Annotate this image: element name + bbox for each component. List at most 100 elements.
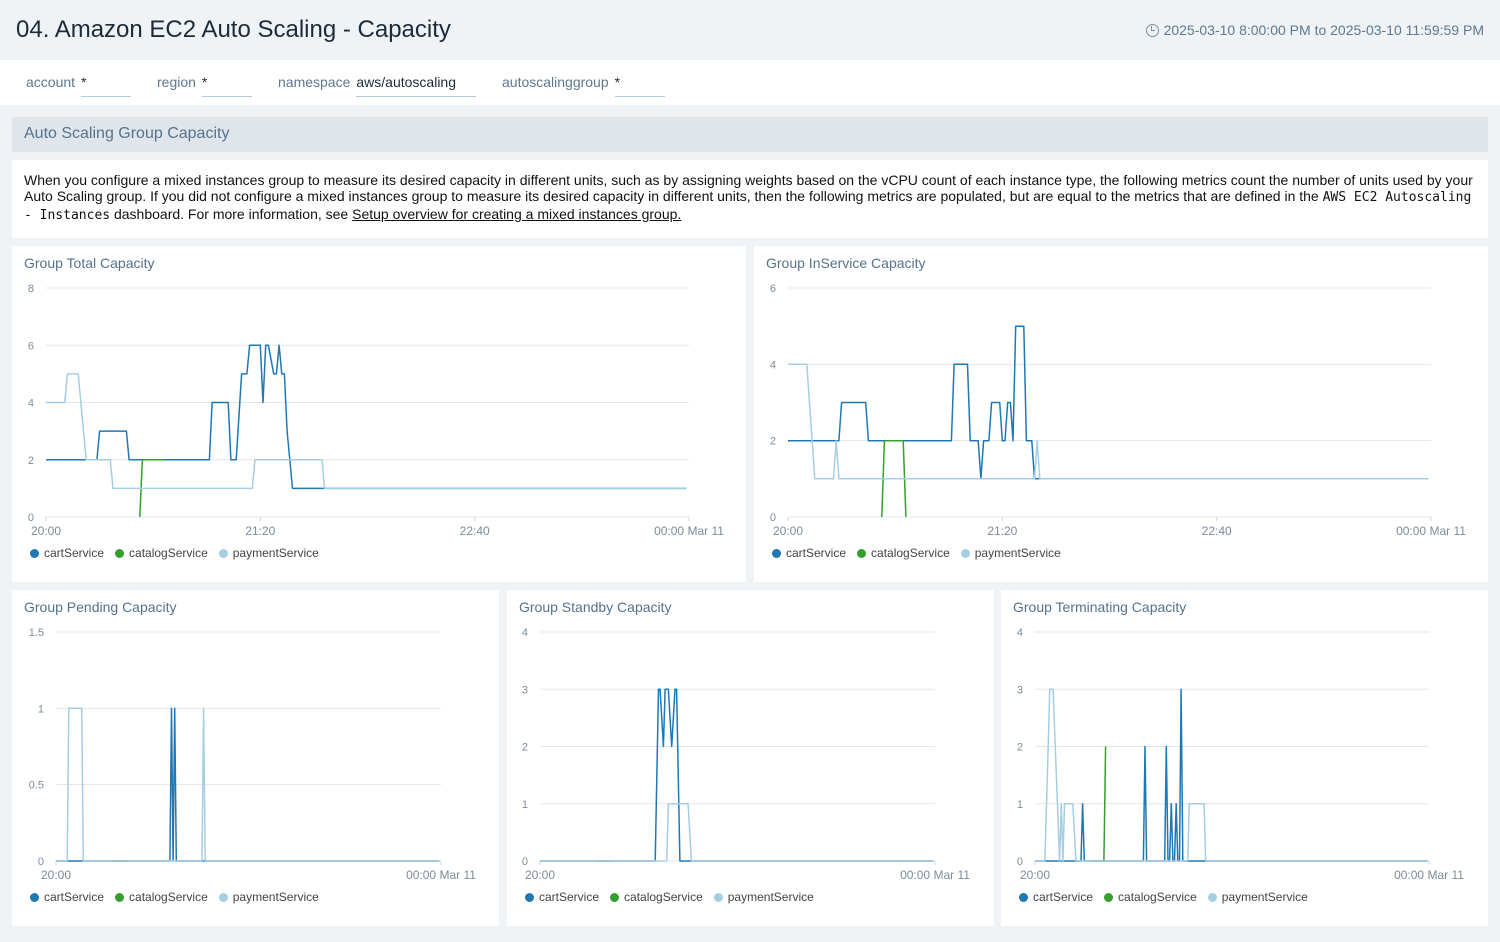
namespace-input[interactable]: aws/autoscaling: [356, 74, 477, 97]
series-line-paymentService[interactable]: [788, 363, 1429, 480]
y-tick-label: 1: [522, 799, 528, 811]
legend-item-catalogService[interactable]: catalogService: [115, 546, 208, 560]
y-tick-label: 4: [28, 398, 34, 410]
filter-label: namespace: [278, 74, 351, 90]
x-tick-label: 20:00: [525, 868, 555, 882]
legend-item-paymentService[interactable]: paymentService: [713, 890, 814, 904]
series-line-paymentService[interactable]: [46, 373, 687, 490]
region-input[interactable]: *: [201, 74, 252, 97]
section-header[interactable]: Auto Scaling Group Capacity: [12, 117, 1488, 152]
series-line-cartService[interactable]: [1035, 688, 1428, 862]
account-input[interactable]: *: [81, 74, 132, 97]
y-tick-label: 6: [28, 340, 34, 352]
legend-label: catalogService: [129, 546, 208, 560]
chart-legend: cartService catalogService paymentService: [525, 890, 814, 904]
legend-label: cartService: [1033, 890, 1094, 904]
legend-label: catalogService: [1118, 890, 1197, 904]
filter-region[interactable]: region *: [157, 74, 252, 97]
y-tick-label: 2: [770, 436, 776, 448]
y-tick-label: 2: [1017, 742, 1023, 754]
filter-label: autoscalinggroup: [502, 74, 609, 90]
chart-title: Group Total Capacity: [24, 255, 155, 271]
chart-title: Group Pending Capacity: [24, 599, 177, 615]
legend-dot-icon: [115, 892, 125, 902]
y-tick-label: 0: [28, 512, 34, 524]
legend-dot-icon: [1104, 892, 1114, 902]
setup-overview-link[interactable]: Setup overview for creating a mixed inst…: [352, 206, 682, 222]
x-tick-label: 00:00 Mar 11: [900, 868, 970, 882]
x-tick-label: 20:00: [773, 524, 803, 538]
chart-title: Group Standby Capacity: [519, 599, 672, 615]
series-line-catalogService[interactable]: [139, 459, 164, 518]
legend-item-paymentService[interactable]: paymentService: [1207, 890, 1308, 904]
chart-panel-group-inservice-capacity[interactable]: Group InService Capacity 0 2 4 6 20:00 21:20 22…: [754, 246, 1488, 582]
legend-item-cartService[interactable]: cartService: [30, 546, 104, 560]
legend-dot-icon: [1019, 892, 1028, 902]
chart-panel-group-pending-capacity[interactable]: Group Pending Capacity 0 0.5 1 1.5 20:00 00:00…: [12, 590, 499, 926]
legend-label: paymentService: [727, 890, 814, 904]
line-chart: 0 2 4 6 20:00 21:20 22:40 00:00 Mar 11: [770, 283, 1466, 538]
legend-label: cartService: [786, 546, 847, 560]
y-tick-label: 3: [522, 684, 528, 696]
legend-dot-icon: [713, 892, 723, 902]
legend-label: paymentService: [232, 890, 319, 904]
filter-autoscalinggroup[interactable]: autoscalinggroup *: [502, 74, 665, 97]
y-tick-label: 2: [28, 455, 34, 467]
series-line-paymentService[interactable]: [1035, 688, 1428, 862]
legend-item-catalogService[interactable]: catalogService: [610, 890, 703, 904]
legend-item-cartService[interactable]: cartService: [525, 890, 599, 904]
time-range-picker[interactable]: 2025-03-10 8:00:00 PM to 2025-03-10 11:5…: [1145, 22, 1484, 38]
legend-dot-icon: [1207, 892, 1217, 902]
legend-item-paymentService[interactable]: paymentService: [218, 890, 319, 904]
filter-namespace[interactable]: namespace aws/autoscaling: [278, 74, 477, 97]
line-chart: 0 2 4 6 8 20:00 21:20 22:40 00:00 Mar 11: [28, 283, 724, 538]
autoscalinggroup-input[interactable]: *: [614, 74, 665, 97]
line-chart: 0 1 2 3 4 20:00 00:00 Mar 11: [522, 627, 970, 882]
x-tick-label: 20:00: [41, 868, 71, 882]
legend-item-catalogService[interactable]: catalogService: [857, 546, 950, 560]
filter-bar: account * region * namespace aws/autosca…: [0, 60, 1500, 105]
legend-label: cartService: [539, 890, 600, 904]
legend-dot-icon: [525, 892, 534, 902]
legend-dot-icon: [115, 548, 125, 558]
legend-item-paymentService[interactable]: paymentService: [218, 546, 319, 560]
series-line-paymentService[interactable]: [540, 803, 934, 862]
description-text: dashboard. For more information, see: [110, 206, 353, 222]
legend-label: catalogService: [871, 546, 950, 560]
chart-title: Group Terminating Capacity: [1013, 599, 1187, 615]
legend-item-catalogService[interactable]: catalogService: [1104, 890, 1197, 904]
legend-item-cartService[interactable]: cartService: [1019, 890, 1093, 904]
legend-dot-icon: [960, 548, 970, 558]
series-line-cartService[interactable]: [540, 688, 934, 862]
chart-legend: cartService catalogService paymentService: [30, 546, 319, 560]
series-line-cartService[interactable]: [46, 344, 687, 490]
chart-legend: cartService catalogService paymentService: [30, 890, 319, 904]
legend-dot-icon: [610, 892, 620, 902]
filter-account[interactable]: account *: [26, 74, 132, 97]
legend-item-cartService[interactable]: cartService: [772, 546, 846, 560]
chart-panel-group-standby-capacity[interactable]: Group Standby Capacity 0 1 2 3 4 20:00 00:00 Ma…: [507, 590, 994, 926]
legend-item-paymentService[interactable]: paymentService: [960, 546, 1061, 560]
y-tick-label: 1: [38, 703, 44, 715]
y-tick-label: 0.5: [29, 780, 44, 792]
time-range-label: 2025-03-10 8:00:00 PM to 2025-03-10 11:5…: [1163, 22, 1484, 38]
series-line-paymentService[interactable]: [56, 707, 440, 862]
y-tick-label: 3: [1017, 684, 1023, 696]
legend-item-catalogService[interactable]: catalogService: [115, 890, 208, 904]
x-tick-label: 00:00 Mar 11: [654, 524, 724, 538]
chart-panel-group-total-capacity[interactable]: Group Total Capacity 0 2 4 6 8 20:00 21:20 22:40…: [12, 246, 746, 582]
legend-label: paymentService: [232, 546, 319, 560]
chart-title: Group InService Capacity: [766, 255, 926, 271]
legend-label: cartService: [44, 546, 105, 560]
legend-label: paymentService: [974, 546, 1061, 560]
legend-dot-icon: [218, 548, 228, 558]
x-tick-label: 21:20: [245, 524, 275, 538]
legend-label: catalogService: [624, 890, 703, 904]
y-tick-label: 1.5: [29, 627, 44, 639]
legend-item-cartService[interactable]: cartService: [30, 890, 104, 904]
chart-panel-group-terminating-capacity[interactable]: Group Terminating Capacity 0 1 2 3 4 20:00 00:0…: [1001, 590, 1488, 926]
series-line-cartService[interactable]: [788, 325, 1429, 480]
x-tick-label: 00:00 Mar 11: [1394, 868, 1464, 882]
x-tick-label: 22:40: [460, 524, 490, 538]
filter-label: account: [26, 74, 76, 90]
